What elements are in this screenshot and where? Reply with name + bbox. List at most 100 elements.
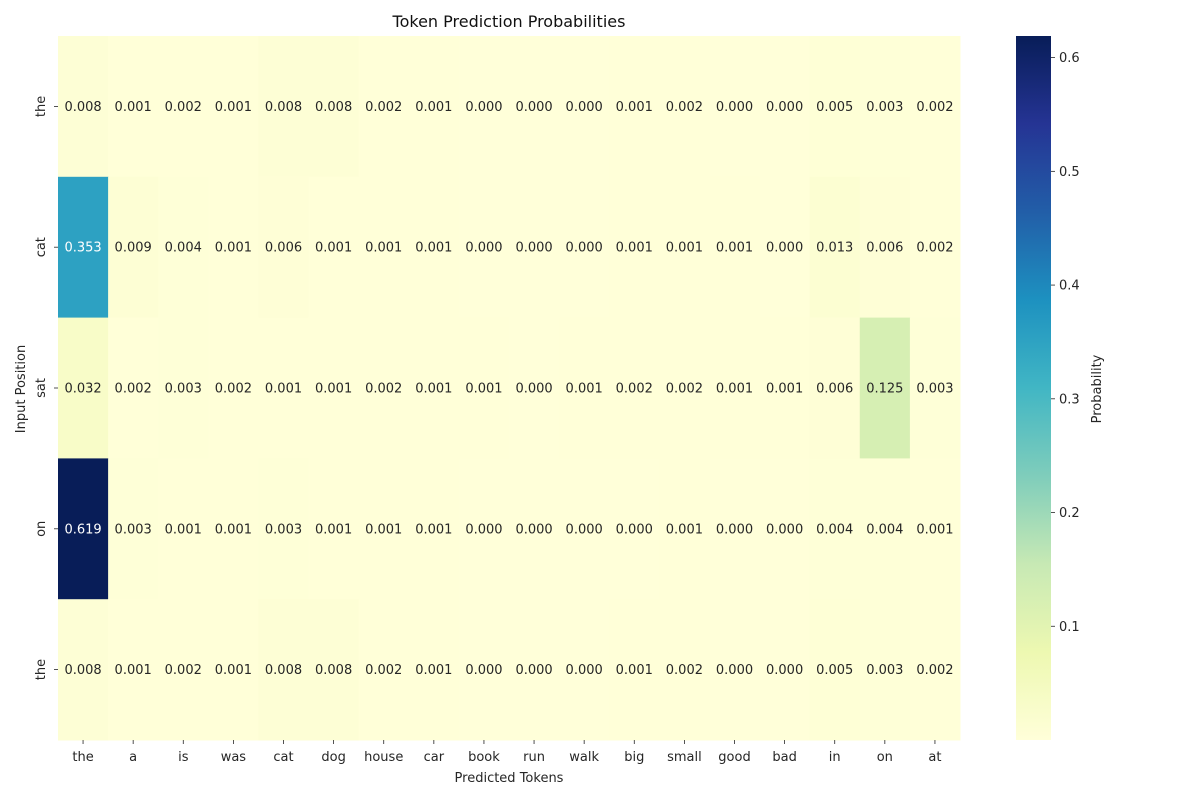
cell-value-label: 0.002 xyxy=(165,663,202,678)
heatmap-cell xyxy=(208,458,259,600)
heatmap-cell xyxy=(509,176,560,319)
cell-value-label: 0.001 xyxy=(315,241,352,256)
heatmap-cell xyxy=(358,176,410,319)
heatmap-cell xyxy=(559,36,610,178)
heatmap-cell xyxy=(759,36,811,178)
y-tick-label: cat xyxy=(34,237,49,257)
heatmap-cell xyxy=(859,317,911,459)
heatmap-cell xyxy=(308,317,360,459)
cell-value-label: 0.005 xyxy=(816,663,853,678)
cell-value-label: 0.002 xyxy=(365,100,402,115)
cell-value-label: 0.002 xyxy=(215,382,252,397)
cell-value-label: 0.001 xyxy=(215,100,252,115)
cell-value-label: 0.002 xyxy=(115,382,152,397)
cell-value-label: 0.013 xyxy=(816,241,853,256)
heatmap-cell xyxy=(458,458,510,600)
x-tick-label: was xyxy=(221,750,247,765)
heatmap-cell xyxy=(458,599,510,741)
colorbar-tick-label: 0.5 xyxy=(1059,165,1080,180)
cell-value-label: 0.001 xyxy=(215,241,252,256)
heatmap-cell xyxy=(208,317,259,459)
heatmap-cell xyxy=(408,317,460,459)
heatmap-cell xyxy=(208,36,259,178)
cell-value-label: 0.000 xyxy=(465,241,502,256)
cell-value-label: 0.001 xyxy=(165,522,202,537)
x-tick-label: car xyxy=(424,750,445,765)
cell-value-label: 0.001 xyxy=(666,522,703,537)
cell-value-label: 0.002 xyxy=(666,382,703,397)
x-tick-label: book xyxy=(468,750,500,765)
heatmap-cell xyxy=(859,36,911,178)
heatmap-cell xyxy=(509,317,560,459)
x-tick-label: house xyxy=(364,750,403,765)
heatmap-cell xyxy=(458,317,510,459)
cell-value-label: 0.006 xyxy=(866,241,903,256)
cell-value-label: 0.001 xyxy=(315,522,352,537)
heatmap-cell xyxy=(358,599,410,741)
heatmap-cell xyxy=(659,176,710,319)
colorbar: 0.1 0.2 0.3 0.4 0.5 0.6 Probability xyxy=(1016,36,1105,740)
cell-value-label: 0.003 xyxy=(165,382,202,397)
cell-value-label: 0.001 xyxy=(766,382,803,397)
x-tick-label: at xyxy=(928,750,941,765)
cell-annotations: 0.008 0.001 0.002 0.001 0.008 0.008 0.002 0.001… xyxy=(64,100,953,678)
x-tick-label: small xyxy=(667,750,702,765)
colorbar-tick-label: 0.3 xyxy=(1059,392,1080,407)
heatmap-cell xyxy=(559,317,610,459)
heatmap-cell xyxy=(458,176,510,319)
cell-value-label: 0.005 xyxy=(816,100,853,115)
heatmap-cell xyxy=(609,458,660,600)
heatmap-cell xyxy=(809,36,861,178)
cell-value-label: 0.000 xyxy=(566,663,603,678)
cell-value-label: 0.001 xyxy=(916,522,953,537)
cell-value-label: 0.003 xyxy=(115,522,152,537)
cell-value-label: 0.001 xyxy=(415,663,452,678)
heatmap-cell xyxy=(258,317,310,459)
cell-value-label: 0.002 xyxy=(916,241,953,256)
heatmap-cell xyxy=(759,599,811,741)
x-tick-label: a xyxy=(129,750,137,765)
heatmap-cell xyxy=(258,176,310,319)
x-tick-label: big xyxy=(624,750,644,765)
heatmap-cell xyxy=(108,458,159,600)
cell-value-label: 0.001 xyxy=(365,241,402,256)
colorbar-tick-label: 0.6 xyxy=(1059,51,1080,66)
cell-value-label: 0.004 xyxy=(866,522,903,537)
y-axis-label: Input Position xyxy=(14,345,29,433)
cell-value-label: 0.000 xyxy=(716,100,753,115)
heatmap-cell xyxy=(408,599,460,741)
y-tick-label: the xyxy=(34,96,49,117)
heatmap-cell xyxy=(108,36,159,178)
heatmap-cell xyxy=(308,599,360,741)
heatmap-cell xyxy=(208,176,259,319)
colorbar-tick-label: 0.4 xyxy=(1059,279,1080,294)
cell-value-label: 0.000 xyxy=(515,241,552,256)
x-axis-label: Predicted Tokens xyxy=(455,771,564,786)
colorbar-tick-label: 0.1 xyxy=(1059,620,1080,635)
cell-value-label: 0.003 xyxy=(916,382,953,397)
heatmap-cell xyxy=(659,317,710,459)
heatmap-cell xyxy=(709,176,761,319)
heatmap-cell xyxy=(859,599,911,741)
heatmap-cell xyxy=(308,176,360,319)
heatmap-cell xyxy=(709,599,761,741)
heatmap-cells xyxy=(58,36,961,741)
chart-title: Token Prediction Probabilities xyxy=(392,12,626,31)
colorbar-gradient xyxy=(1016,36,1051,740)
cell-value-label: 0.001 xyxy=(265,382,302,397)
cell-value-label: 0.001 xyxy=(616,241,653,256)
cell-value-label: 0.008 xyxy=(265,100,302,115)
colorbar-label: Probability xyxy=(1090,354,1105,423)
cell-value-label: 0.008 xyxy=(265,663,302,678)
cell-value-label: 0.008 xyxy=(64,100,101,115)
cell-value-label: 0.001 xyxy=(415,241,452,256)
cell-value-label: 0.000 xyxy=(566,522,603,537)
cell-value-label: 0.002 xyxy=(365,382,402,397)
heatmap-cell xyxy=(809,176,861,319)
x-tick-label: on xyxy=(877,750,893,765)
colorbar-ticks: 0.1 0.2 0.3 0.4 0.5 0.6 xyxy=(1051,51,1080,635)
x-tick-label: run xyxy=(523,750,545,765)
cell-value-label: 0.353 xyxy=(64,241,101,256)
heatmap-cell xyxy=(609,599,660,741)
